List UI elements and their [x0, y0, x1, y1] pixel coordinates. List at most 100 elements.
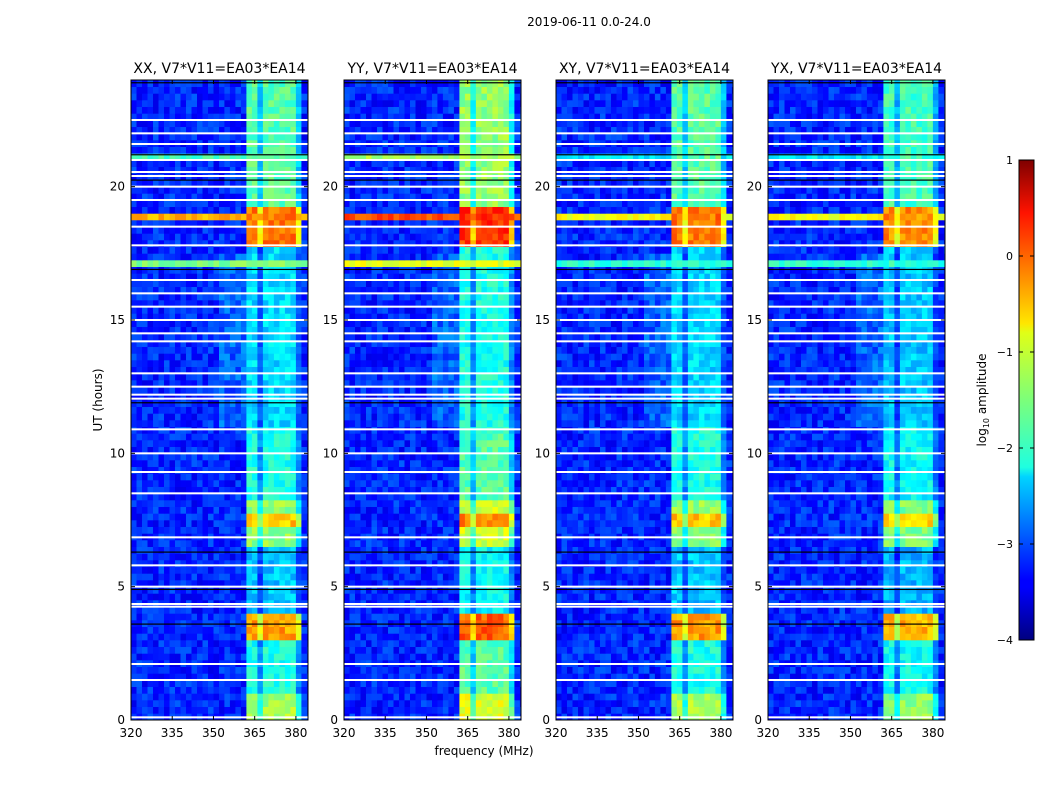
heatmap-cell [454, 507, 460, 514]
heatmap-cell [355, 513, 361, 520]
heatmap-cell [235, 420, 241, 427]
heatmap-cell [192, 80, 198, 87]
heatmap-cell [235, 293, 241, 300]
heatmap-cell [465, 687, 471, 694]
heatmap-cell [383, 453, 389, 460]
flagged-row [131, 132, 308, 134]
heatmap-cell [454, 607, 460, 614]
heatmap-cell [394, 613, 400, 620]
heatmap-cell [427, 653, 433, 660]
heatmap-cell [296, 653, 302, 660]
heatmap-cell [492, 433, 498, 440]
heatmap-cell [137, 200, 143, 207]
heatmap-cell [492, 473, 498, 480]
heatmap-cell [137, 280, 143, 287]
heatmap-cell [192, 267, 198, 274]
heatmap-cell [153, 520, 159, 527]
heatmap-cell [476, 633, 482, 640]
heatmap-cell [159, 433, 165, 440]
heatmap-cell [366, 640, 372, 647]
heatmap-cell [509, 667, 515, 674]
heatmap-cell [290, 667, 296, 674]
heatmap-cell [208, 680, 214, 687]
heatmap-cell [197, 100, 203, 107]
heatmap-cell [394, 527, 400, 534]
heatmap-cell [219, 407, 225, 414]
heatmap-cell [366, 527, 372, 534]
heatmap-cell [197, 213, 203, 220]
heatmap-cell [290, 413, 296, 420]
heatmap-cell [459, 687, 465, 694]
heatmap-cell [170, 587, 176, 594]
heatmap-cell [214, 680, 220, 687]
heatmap-cell [241, 493, 247, 500]
heatmap-cell [274, 680, 280, 687]
heatmap-cell [470, 373, 476, 380]
heatmap-cell [366, 613, 372, 620]
heatmap-cell [181, 253, 187, 260]
heatmap-cell [437, 667, 443, 674]
heatmap-cell [344, 413, 350, 420]
heatmap-cell [509, 400, 515, 407]
heatmap-cell [263, 567, 269, 574]
heatmap-cell [252, 633, 258, 640]
heatmap-cell [153, 227, 159, 234]
heatmap-cell [170, 233, 176, 240]
heatmap-cell [459, 493, 465, 500]
heatmap-cell [274, 227, 280, 234]
heatmap-cell [186, 647, 192, 654]
heatmap-cell [241, 687, 247, 694]
heatmap-cell [361, 513, 367, 520]
heatmap-cell [192, 407, 198, 414]
heatmap-cell [405, 607, 411, 614]
heatmap-cell [388, 693, 394, 700]
heatmap-cell [246, 133, 252, 140]
heatmap-cell [181, 213, 187, 220]
heatmap-cell [192, 567, 198, 574]
heatmap-cell [224, 293, 230, 300]
heatmap-cell [279, 360, 285, 367]
heatmap-cell [159, 347, 165, 354]
heatmap-cell [296, 400, 302, 407]
heatmap-cell [492, 627, 498, 634]
heatmap-cell [224, 667, 230, 674]
heatmap-cell [235, 87, 241, 94]
heatmap-cell [197, 320, 203, 327]
heatmap-cell [203, 80, 209, 87]
heatmap-cell [246, 353, 252, 360]
heatmap-cell [268, 493, 274, 500]
heatmap-cell [487, 633, 493, 640]
heatmap-cell [268, 647, 274, 654]
heatmap-cell [170, 133, 176, 140]
heatmap-cell [153, 607, 159, 614]
heatmap-cell [454, 527, 460, 534]
heatmap-cell [137, 260, 143, 267]
heatmap-cell [355, 567, 361, 574]
heatmap-cell [153, 333, 159, 340]
heatmap-cell [470, 493, 476, 500]
heatmap-cell [137, 233, 143, 240]
heatmap-cell [148, 247, 154, 254]
heatmap-cell [268, 133, 274, 140]
heatmap-cell [274, 573, 280, 580]
heatmap-cell [290, 680, 296, 687]
heatmap-cell [503, 553, 509, 560]
heatmap-cell [301, 387, 307, 394]
heatmap-cell [301, 480, 307, 487]
heatmap-cell [416, 707, 422, 714]
heatmap-cell [361, 453, 367, 460]
heatmap-cell [175, 433, 181, 440]
heatmap-cell [498, 453, 504, 460]
heatmap-cell [148, 233, 154, 240]
heatmap-cell [186, 400, 192, 407]
heatmap-cell [443, 520, 449, 527]
heatmap-cell [301, 200, 307, 207]
heatmap-cell [383, 500, 389, 507]
heatmap-cell [142, 653, 148, 660]
heatmap-cell [366, 627, 372, 634]
heatmap-cell [164, 147, 170, 154]
heatmap-cell [164, 233, 170, 240]
heatmap-cell [372, 567, 378, 574]
heatmap-cell [257, 87, 263, 94]
heatmap-cell [137, 407, 143, 414]
